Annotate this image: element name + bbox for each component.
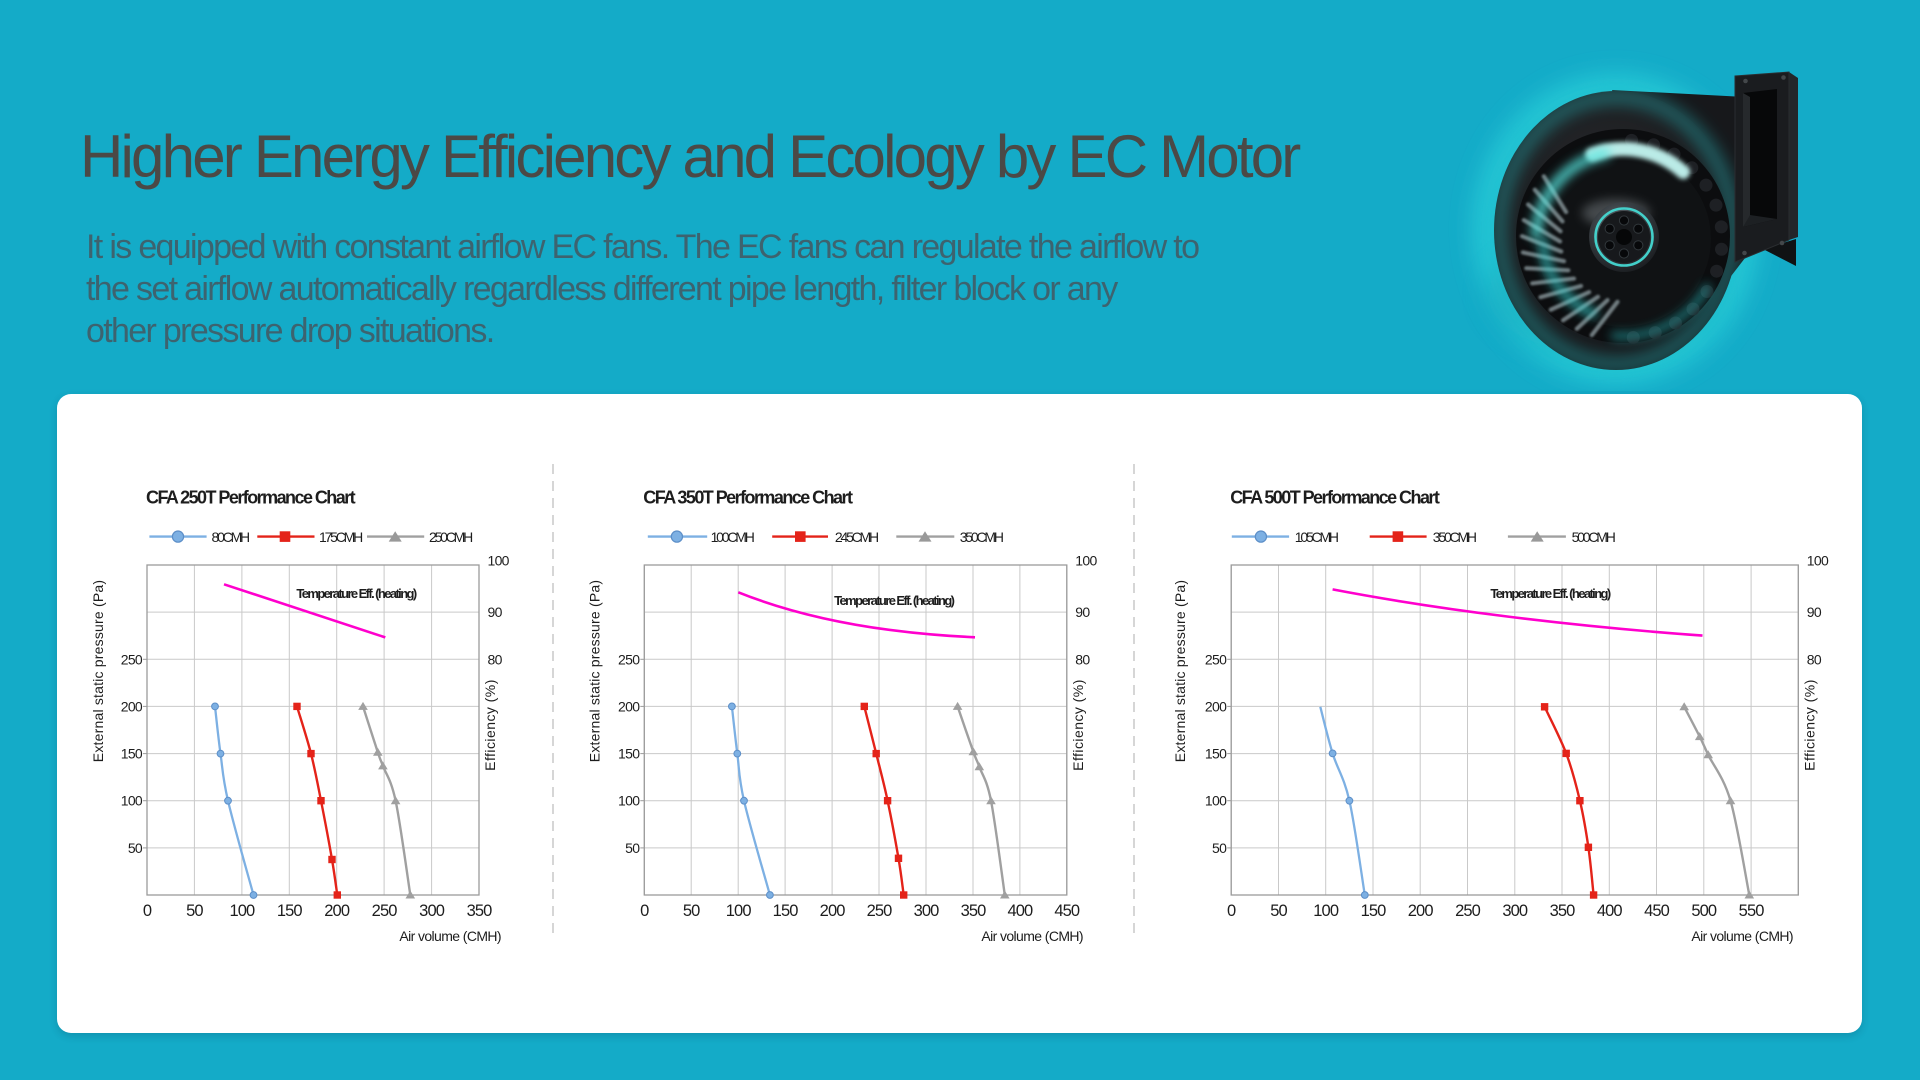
svg-text:200: 200 — [820, 902, 846, 920]
svg-text:50: 50 — [186, 902, 203, 920]
svg-text:100: 100 — [1807, 553, 1829, 569]
svg-text:200: 200 — [1205, 698, 1227, 714]
svg-text:450: 450 — [1644, 902, 1670, 920]
svg-text:350CMH: 350CMH — [1433, 529, 1476, 545]
svg-text:CFA 250T Performance Chart: CFA 250T Performance Chart — [146, 488, 356, 508]
svg-text:150: 150 — [1205, 746, 1227, 762]
svg-text:450: 450 — [1054, 902, 1080, 920]
svg-text:350: 350 — [1550, 902, 1576, 920]
svg-text:100: 100 — [1075, 553, 1097, 569]
svg-text:100: 100 — [726, 902, 752, 920]
svg-text:200: 200 — [121, 698, 143, 714]
svg-text:350: 350 — [961, 902, 987, 920]
svg-text:External static pressure (Pa): External static pressure (Pa) — [586, 580, 602, 762]
svg-text:250: 250 — [618, 651, 640, 667]
svg-text:Air volume (CMH): Air volume (CMH) — [981, 928, 1083, 944]
svg-text:50: 50 — [683, 902, 700, 920]
svg-text:Air volume (CMH): Air volume (CMH) — [399, 928, 501, 944]
svg-text:500CMH: 500CMH — [1572, 529, 1615, 545]
svg-text:Temperature Eff. (heating): Temperature Eff. (heating) — [834, 593, 955, 608]
svg-text:200: 200 — [618, 698, 640, 714]
svg-text:External static pressure (Pa): External static pressure (Pa) — [1172, 580, 1188, 762]
svg-text:500: 500 — [1691, 902, 1717, 920]
svg-text:400: 400 — [1597, 902, 1623, 920]
svg-text:80: 80 — [488, 651, 503, 667]
svg-text:150: 150 — [121, 746, 143, 762]
svg-text:200: 200 — [324, 902, 350, 920]
svg-text:90: 90 — [488, 604, 503, 620]
svg-text:Air volume (CMH): Air volume (CMH) — [1691, 928, 1793, 944]
svg-text:Efficiency (%): Efficiency (%) — [1801, 679, 1817, 771]
svg-text:CFA 500T Performance Chart: CFA 500T Performance Chart — [1230, 488, 1440, 508]
svg-text:300: 300 — [914, 902, 940, 920]
svg-text:550: 550 — [1739, 902, 1765, 920]
svg-text:External static pressure (Pa): External static pressure (Pa) — [90, 580, 106, 762]
svg-text:100: 100 — [618, 793, 640, 809]
svg-text:50: 50 — [1270, 902, 1287, 920]
svg-text:50: 50 — [1212, 840, 1227, 856]
svg-text:350: 350 — [467, 902, 493, 920]
svg-text:Efficiency (%): Efficiency (%) — [482, 679, 498, 771]
svg-text:105CMH: 105CMH — [1295, 529, 1338, 545]
svg-text:CFA 350T Performance Chart: CFA 350T Performance Chart — [643, 488, 853, 508]
svg-text:Efficiency (%): Efficiency (%) — [1070, 679, 1086, 771]
svg-text:150: 150 — [773, 902, 799, 920]
svg-text:350CMH: 350CMH — [960, 529, 1003, 545]
svg-text:200: 200 — [1408, 902, 1434, 920]
svg-text:50: 50 — [128, 840, 143, 856]
svg-text:80: 80 — [1075, 651, 1090, 667]
svg-text:100: 100 — [121, 793, 143, 809]
svg-text:400: 400 — [1007, 902, 1033, 920]
svg-text:175CMH: 175CMH — [319, 529, 362, 545]
svg-text:250: 250 — [121, 651, 143, 667]
svg-text:245CMH: 245CMH — [835, 529, 878, 545]
svg-text:250: 250 — [867, 902, 893, 920]
svg-text:100: 100 — [1205, 793, 1227, 809]
svg-text:90: 90 — [1807, 604, 1822, 620]
svg-text:100: 100 — [1313, 902, 1339, 920]
svg-text:250CMH: 250CMH — [429, 529, 472, 545]
svg-text:250: 250 — [372, 902, 398, 920]
svg-text:100: 100 — [229, 902, 255, 920]
svg-text:0: 0 — [1227, 902, 1236, 920]
svg-text:80: 80 — [1807, 651, 1822, 667]
svg-text:0: 0 — [640, 902, 649, 920]
svg-text:100CMH: 100CMH — [711, 529, 754, 545]
svg-text:150: 150 — [277, 902, 303, 920]
svg-text:90: 90 — [1075, 604, 1090, 620]
svg-text:Temperature Eff. (heating): Temperature Eff. (heating) — [1490, 586, 1611, 601]
svg-text:150: 150 — [618, 746, 640, 762]
svg-text:100: 100 — [488, 553, 510, 569]
svg-text:250: 250 — [1205, 651, 1227, 667]
svg-text:300: 300 — [419, 902, 445, 920]
svg-text:300: 300 — [1502, 902, 1528, 920]
svg-text:150: 150 — [1361, 902, 1387, 920]
svg-text:250: 250 — [1455, 902, 1481, 920]
svg-text:0: 0 — [143, 902, 152, 920]
svg-text:50: 50 — [625, 840, 640, 856]
svg-text:80CMH: 80CMH — [212, 529, 250, 545]
svg-text:Temperature Eff. (heating): Temperature Eff. (heating) — [296, 586, 417, 601]
